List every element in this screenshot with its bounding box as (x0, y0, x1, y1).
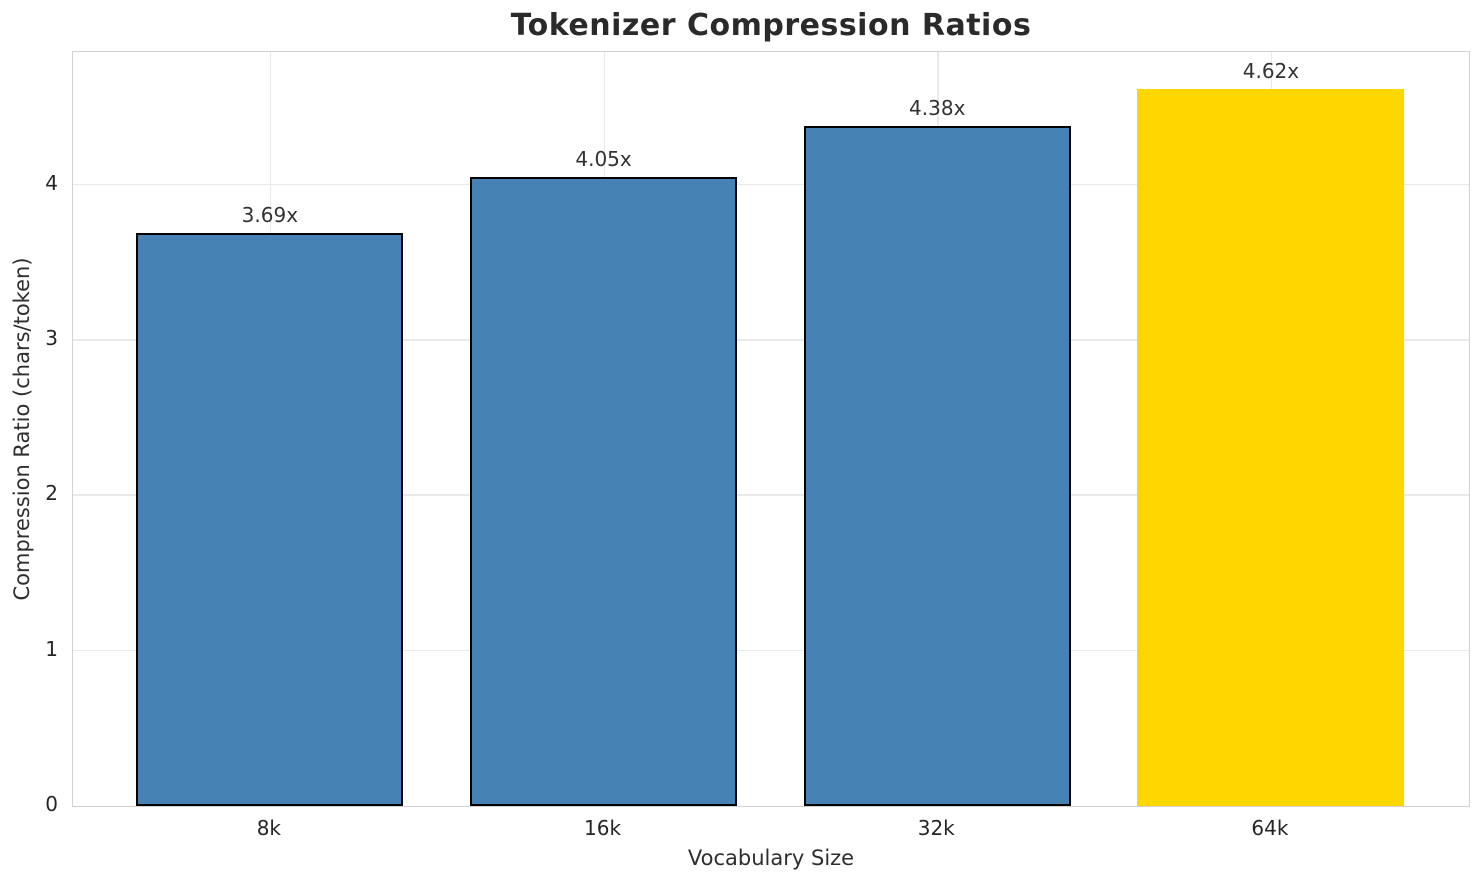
gridline-y-2 (73, 494, 1469, 496)
bar-value-label-32k: 4.38x (909, 96, 966, 121)
x-tick-label-64k: 64k (1251, 816, 1289, 840)
plot-area: 3.69x 4.05x 4.38x 4.62x (72, 51, 1470, 807)
bar-value-label-16k: 4.05x (575, 147, 632, 172)
bar-64k (1137, 88, 1405, 806)
y-tick-label-4: 4 (45, 170, 58, 195)
y-tick-label-0: 0 (45, 791, 58, 816)
x-tick-label-32k: 32k (917, 816, 955, 840)
bar-value-label-8k: 3.69x (241, 203, 299, 228)
y-tick-label-2: 2 (45, 481, 58, 506)
x-tick-label-16k: 16k (584, 816, 622, 840)
gridline-y-1 (73, 649, 1469, 651)
bar-32k (803, 126, 1071, 806)
bar-16k (470, 177, 738, 806)
y-axis-label: Compression Ratio (chars/token) (10, 257, 34, 601)
x-tick-label-8k: 8k (256, 816, 282, 840)
bar-value-label-64k: 4.62x (1242, 58, 1300, 83)
chart-title: Tokenizer Compression Ratios (510, 8, 1032, 43)
gridline-y-4 (73, 183, 1469, 186)
y-tick-label-1: 1 (45, 636, 58, 661)
bar-8k (136, 233, 404, 806)
y-tick-label-3: 3 (45, 326, 58, 351)
gridline-y-3 (73, 339, 1469, 341)
x-axis-label: Vocabulary Size (687, 846, 855, 870)
